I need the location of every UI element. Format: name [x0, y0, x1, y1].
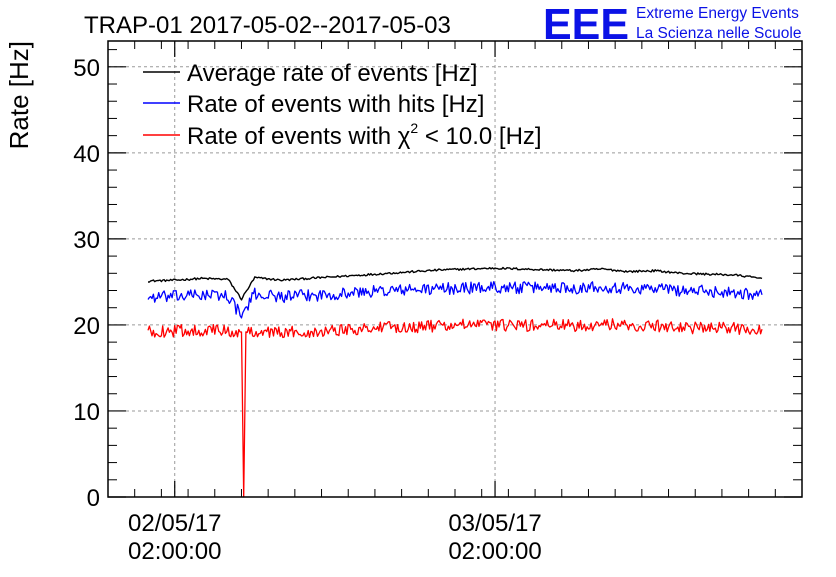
logo-mark: EEE	[543, 0, 629, 49]
y-tick-label: 10	[73, 399, 100, 426]
y-tick-label: 20	[73, 313, 100, 340]
x-tick-label-time: 02:00:00	[128, 538, 221, 565]
y-tick-label: 40	[73, 141, 100, 168]
y-tick-label: 30	[73, 227, 100, 254]
x-tick-label-date: 02/05/17	[128, 510, 221, 537]
y-tick-label: 0	[87, 485, 100, 512]
series-line-hits	[147, 281, 763, 319]
series-layer	[147, 266, 763, 498]
y-tick-label: 50	[73, 55, 100, 82]
chart-title: TRAP-01 2017-05-02--2017-05-03	[84, 12, 451, 39]
eee-logo: EEE Extreme Energy Events La Scienza nel…	[543, 0, 801, 49]
legend-label-average: Average rate of events [Hz]	[187, 60, 477, 87]
axes: 0102030405002/05/1702:00:0003/05/1702:00…	[73, 41, 803, 565]
x-tick-label-date: 03/05/17	[448, 510, 541, 537]
x-tick-label-time: 02:00:00	[448, 538, 541, 565]
legend: Average rate of events [Hz] Rate of even…	[143, 60, 542, 150]
legend-label-hits: Rate of events with hits [Hz]	[187, 91, 484, 118]
series-line-chi2	[147, 318, 763, 498]
logo-line-1: Extreme Energy Events	[636, 5, 799, 22]
legend-label-chi2: Rate of events with χ2 < 10.0 [Hz]	[187, 120, 542, 150]
series-line-average	[148, 266, 763, 301]
logo-line-2: La Scienza nelle Scuole	[636, 25, 801, 42]
y-axis-label: Rate [Hz]	[4, 41, 34, 149]
